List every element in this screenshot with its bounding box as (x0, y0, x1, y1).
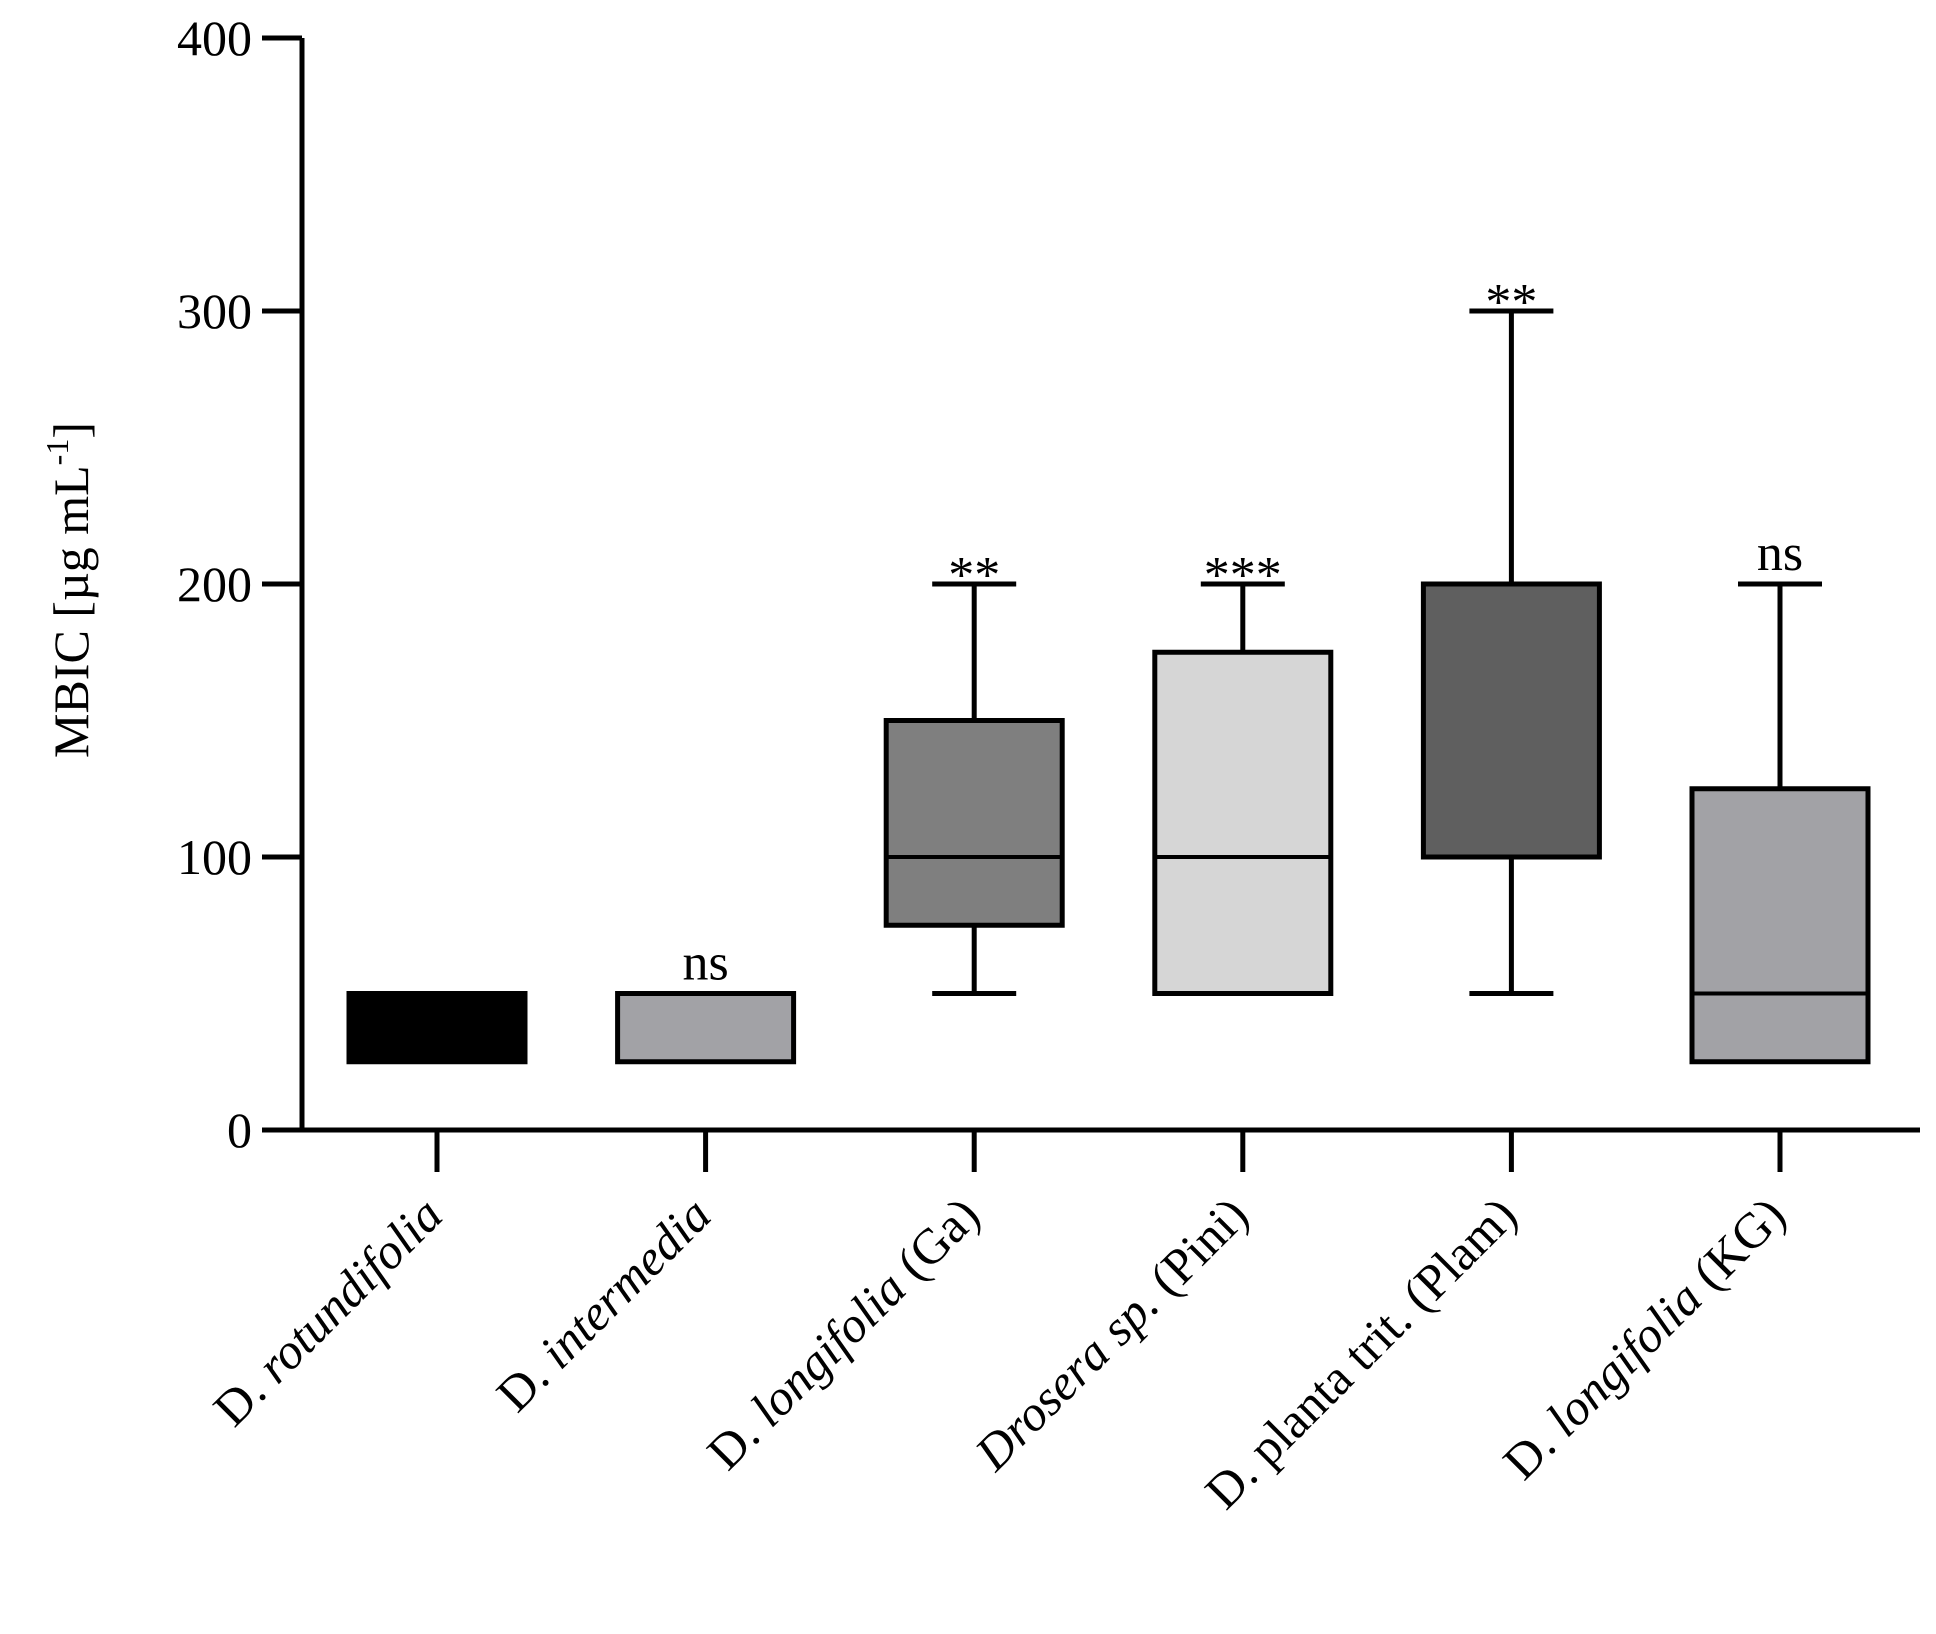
significance-label: *** (1204, 547, 1282, 604)
x-category-label-part: Drosera sp. (963, 1276, 1169, 1482)
box-group (346, 991, 528, 1065)
y-axis-title: MBIC [µg mL-1] (39, 422, 99, 758)
x-category-label-part: (Pini) (1130, 1186, 1259, 1315)
y-ticks: 0 100 200 300 400 (177, 10, 302, 1158)
y-axis-title-main: MBIC [µg mL (43, 465, 99, 758)
y-tick-label: 100 (177, 829, 252, 885)
box-group: ** (1420, 274, 1602, 996)
x-category-label: Drosera sp. (Pini) (963, 1186, 1258, 1481)
box-iqr (1420, 581, 1602, 860)
y-tick-label: 0 (227, 1102, 252, 1158)
box-iqr (615, 991, 797, 1065)
box-iqr (1689, 786, 1871, 1065)
significance-label: ns (1757, 525, 1803, 582)
x-category-label-part: longifolia (1535, 1270, 1712, 1447)
boxes: ns** *****ns (346, 274, 1871, 1065)
x-category-label-part: intermedia (529, 1186, 722, 1379)
box-iqr (1152, 649, 1334, 996)
x-category-label-part: rotundifolia (246, 1186, 453, 1393)
x-category-label-part: longifolia (739, 1260, 916, 1437)
box-group: ns (615, 935, 797, 1065)
y-tick-label: 200 (177, 556, 252, 612)
box-iqr (883, 718, 1065, 928)
x-category-label: D. longifolia (Ga) (696, 1186, 990, 1480)
box-iqr (346, 991, 528, 1065)
significance-label: ns (682, 935, 728, 992)
x-category-label: D. longifolia (KG) (1492, 1186, 1796, 1490)
y-axis-title-superscript: -1 (39, 439, 75, 466)
y-axis-title-close: ] (43, 422, 99, 439)
x-category-label: D. rotundifolia (202, 1186, 452, 1436)
box-group: ** (883, 547, 1065, 996)
y-tick-label: 400 (177, 10, 252, 66)
x-category-label: D. intermedia (485, 1186, 721, 1422)
significance-label: ** (1485, 274, 1537, 331)
box-group: *** (1152, 547, 1334, 996)
significance-label: ** (948, 547, 1000, 604)
y-tick-label: 300 (177, 283, 252, 339)
box-group: ns (1689, 525, 1871, 1065)
